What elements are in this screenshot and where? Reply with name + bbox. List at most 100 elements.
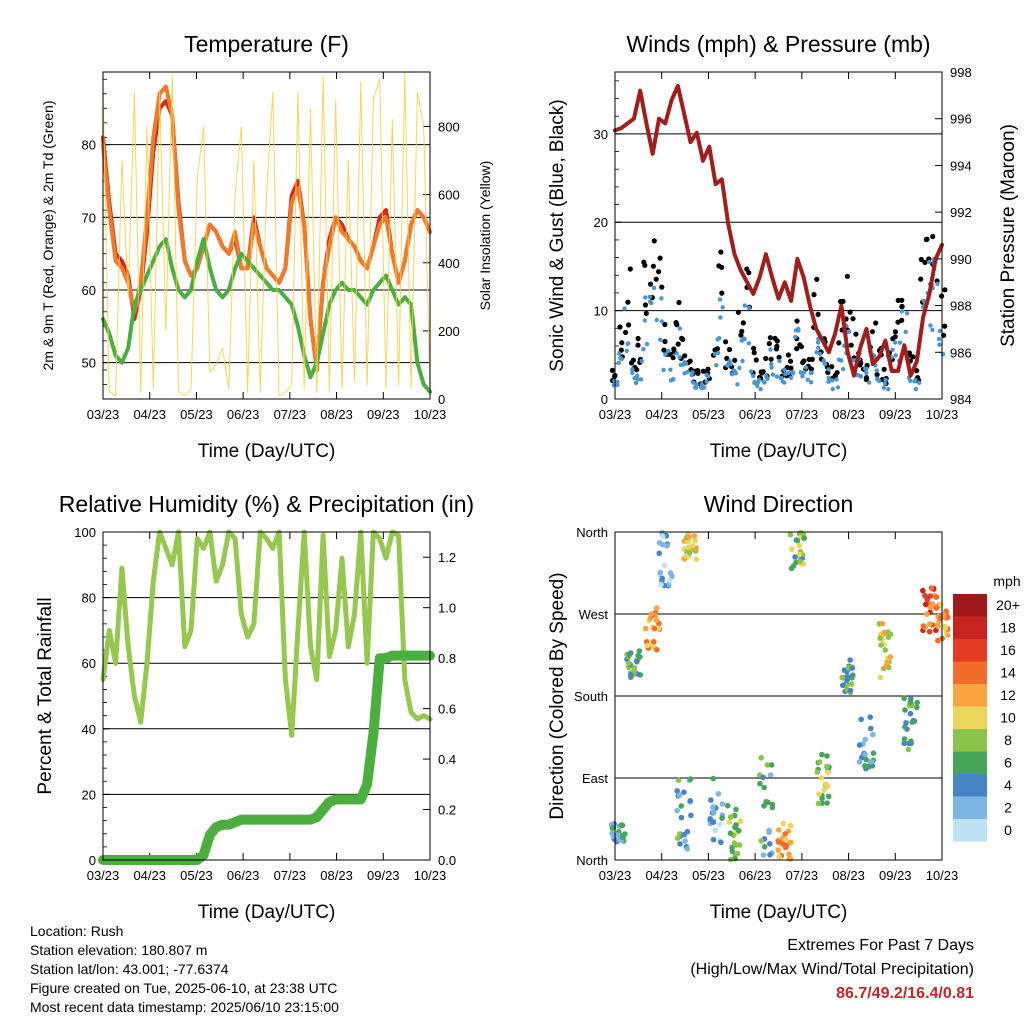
colorbar-swatch (953, 796, 987, 819)
series-2-point (913, 386, 919, 392)
x-tick-label: 03/23 (87, 868, 120, 883)
series-2-point (913, 377, 918, 383)
direction-point (631, 665, 638, 671)
direction-point (824, 763, 830, 770)
direction-point (840, 682, 846, 689)
series-1-point (659, 284, 665, 290)
direction-point (734, 850, 741, 857)
series-1-point (657, 255, 663, 261)
direction-point (682, 838, 688, 844)
plot-frame (614, 531, 943, 861)
direction-point (905, 746, 912, 753)
location-text: Location: Rush (30, 923, 124, 939)
y-tick-label: 100 (74, 525, 96, 540)
series-2-point (769, 365, 774, 370)
direction-point (878, 642, 884, 648)
direction-point (768, 762, 775, 768)
direction-point (870, 750, 877, 756)
y-tick-label: 20 (82, 787, 96, 802)
direction-point (758, 838, 764, 844)
direction-point (674, 835, 681, 841)
colorbar-swatch (953, 729, 987, 752)
direction-point (727, 814, 734, 820)
direction-point (783, 836, 789, 843)
direction-point (816, 759, 823, 765)
direction-point (818, 775, 825, 781)
direction-point (685, 544, 692, 551)
direction-point (634, 658, 640, 665)
direction-point (849, 675, 855, 681)
x-tick-label: 06/23 (739, 407, 772, 422)
x-tick-label: 04/23 (133, 407, 166, 422)
series-2-point (782, 367, 787, 372)
series-1-point (942, 323, 948, 329)
direction-point (758, 755, 764, 761)
y-tick-label-right: 800 (438, 120, 460, 135)
direction-point (764, 762, 771, 768)
series-2-point (647, 294, 652, 300)
series-2-point (718, 315, 723, 320)
series-2-point (917, 380, 922, 385)
series-2-point (633, 380, 639, 386)
series-2-point (746, 341, 752, 346)
series-2-point (644, 341, 650, 347)
series-1-point (776, 354, 782, 360)
y-tick-label-right: 996 (950, 112, 972, 127)
series-2-point (651, 285, 657, 291)
direction-point (733, 822, 739, 828)
direction-point (863, 756, 869, 763)
series-1-point (766, 341, 772, 347)
chart-panel-3: Relative Humidity (%) & Precipitation (i… (35, 491, 474, 923)
series-1-point (899, 304, 905, 310)
series-1-point (774, 338, 780, 344)
series-2-point (768, 347, 773, 352)
series-2-point (777, 358, 782, 364)
series-2-point (899, 309, 904, 314)
series-1-point (740, 320, 746, 326)
y-tick-label: North (576, 525, 608, 540)
x-axis-label: Time (Day/UTC) (710, 441, 848, 462)
series-2-point (729, 372, 735, 377)
direction-point (733, 806, 739, 813)
station-info: Location: Rush Station elevation: 180.80… (30, 922, 339, 1017)
y-tick-label-right: 992 (950, 205, 972, 220)
direction-point (677, 831, 683, 837)
y-tick-label-right: 994 (950, 158, 972, 173)
series-2-point (622, 306, 627, 311)
x-tick-label: 04/23 (133, 868, 166, 883)
series-2-point (624, 348, 629, 354)
direction-point (687, 798, 693, 804)
series-2-point (874, 368, 879, 373)
series-1-point (723, 339, 729, 345)
direction-point (651, 638, 657, 645)
colorbar: mph 20+ 18 16 14 12 10 8 6 4 2 0 (953, 573, 1021, 842)
series-2-point (881, 385, 887, 390)
direction-point (626, 652, 632, 658)
series-2-line (98, 650, 435, 865)
direction-point (856, 742, 863, 748)
chart-title: Wind Direction (704, 491, 854, 517)
series-1-point (815, 311, 821, 317)
colorbar-label: 18 (1000, 620, 1016, 636)
series-2-point (875, 376, 880, 382)
direction-point (761, 784, 767, 791)
direction-point (628, 672, 634, 678)
direction-point (729, 844, 735, 851)
series-2-point (935, 281, 940, 286)
x-axis-label: Time (Day/UTC) (198, 441, 336, 462)
direction-point (636, 648, 643, 654)
series-1-point (670, 355, 676, 361)
series-1-point (735, 309, 742, 315)
y-tick-label: 80 (82, 138, 96, 153)
series-2-point (693, 385, 698, 390)
series-1-point (635, 335, 641, 342)
direction-point (780, 841, 787, 848)
series-2-point (612, 378, 617, 384)
series-1-point (794, 346, 800, 352)
series-1-point (811, 292, 817, 298)
series-2-point (737, 365, 742, 371)
series-2-point (834, 377, 839, 382)
direction-point (619, 834, 626, 841)
direction-point (927, 593, 933, 599)
series-1-point (673, 320, 679, 326)
